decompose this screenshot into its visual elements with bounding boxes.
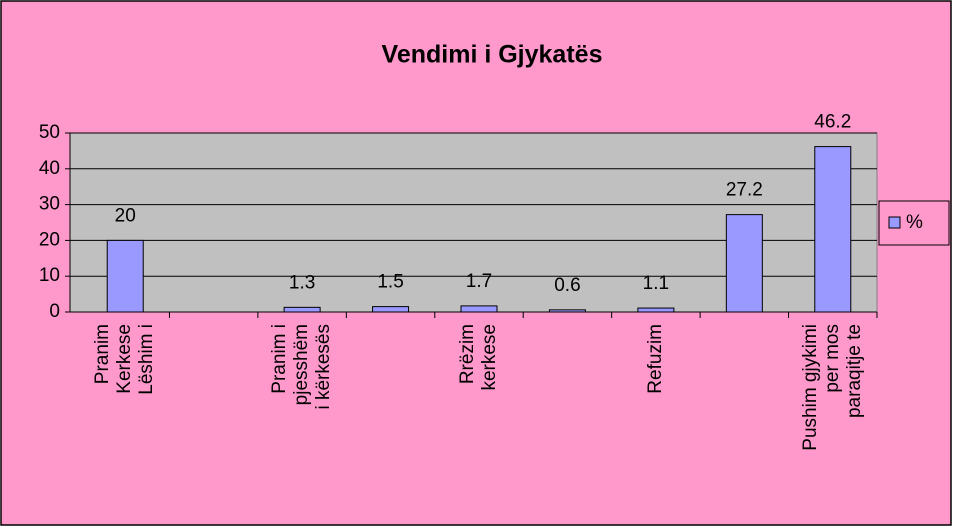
bar <box>814 146 852 313</box>
bar <box>460 305 498 313</box>
x-tick-label: Pranim ipjesshëmi kërkesës <box>269 324 334 410</box>
y-tick-label: 0 <box>49 301 60 322</box>
x-tick-label: Refuzim <box>645 324 666 394</box>
bar <box>283 306 321 313</box>
data-label: 27.2 <box>726 180 763 201</box>
data-label: 0.6 <box>554 275 580 296</box>
chart-title: Vendimi i Gjykatës <box>382 41 603 69</box>
x-tick-label: PranimKerkeseLëshim i <box>92 324 157 395</box>
bar <box>725 214 763 313</box>
data-label: 1.1 <box>643 273 669 294</box>
legend-swatch <box>888 216 901 229</box>
data-label: 1.7 <box>466 271 492 292</box>
y-tick-label: 50 <box>39 122 60 143</box>
y-tick-label: 40 <box>39 158 60 179</box>
bar <box>548 309 586 313</box>
data-label: 46.2 <box>814 112 851 133</box>
bar <box>372 306 410 313</box>
bar <box>106 239 144 313</box>
bar <box>637 307 675 313</box>
x-tick-label: Pushim gjykimiper mosparaqitje te <box>800 324 865 451</box>
y-tick-label: 30 <box>39 194 60 215</box>
y-tick-label: 10 <box>39 265 60 286</box>
data-label: 20 <box>115 205 136 226</box>
legend-label: % <box>906 212 923 233</box>
data-label: 1.3 <box>289 272 315 293</box>
x-tick-label: Rrëzimkerkese <box>457 324 500 391</box>
y-tick-label: 20 <box>39 229 60 250</box>
data-label: 1.5 <box>377 272 403 293</box>
